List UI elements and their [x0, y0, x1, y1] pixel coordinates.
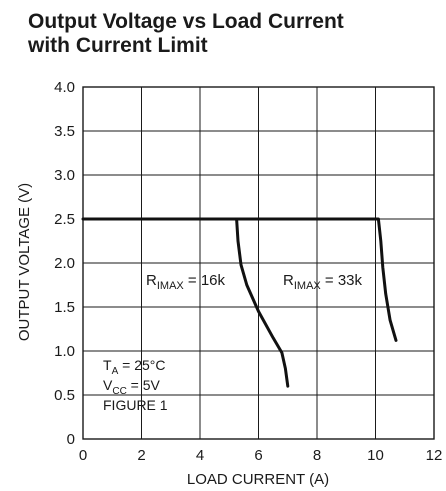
series-label-33k: RIMAX = 33k — [283, 272, 363, 292]
x-tick-label: 2 — [137, 447, 145, 464]
plot-frame — [82, 86, 435, 440]
y-tick-label: 2.0 — [54, 255, 75, 272]
x-tick-label: 8 — [313, 447, 321, 464]
y-tick-label: 3.5 — [54, 123, 75, 140]
chart-title: Output Voltage vs Load Current with Curr… — [28, 10, 344, 58]
x-tick-label: 0 — [79, 447, 87, 464]
chart-title-line-1: Output Voltage vs Load Current — [28, 10, 344, 33]
annotation-figure: FIGURE 1 — [103, 397, 168, 413]
series-line-1 — [81, 217, 290, 388]
series-label-16k: RIMAX = 16k — [146, 272, 226, 292]
y-tick-label: 4.0 — [54, 79, 75, 96]
series-line-2 — [235, 217, 398, 342]
x-tick-label: 12 — [426, 447, 443, 464]
x-axis-title: LOAD CURRENT (A) — [187, 471, 329, 488]
annotation-temperature: TA = 25°C — [103, 357, 165, 377]
chart-title-line-2: with Current Limit — [28, 34, 208, 57]
y-tick-label: 2.5 — [54, 211, 75, 228]
x-tick-label: 4 — [196, 447, 204, 464]
axis-ticks: 0 2 4 6 8 10 12 0 0.5 1.0 1.5 2.0 2.5 3.0 3.5 4.0 — [54, 79, 442, 464]
series-lines — [81, 217, 398, 388]
x-tick-label: 6 — [254, 447, 262, 464]
y-tick-label: 1.5 — [54, 299, 75, 316]
y-tick-label: 1.0 — [54, 343, 75, 360]
y-tick-label: 3.0 — [54, 167, 75, 184]
y-axis-title: OUTPUT VOLTAGE (V) — [16, 183, 33, 341]
y-tick-label: 0.5 — [54, 387, 75, 404]
y-tick-label: 0 — [67, 431, 75, 448]
x-tick-label: 10 — [367, 447, 384, 464]
annotation-vcc: VCC = 5V — [103, 377, 161, 397]
